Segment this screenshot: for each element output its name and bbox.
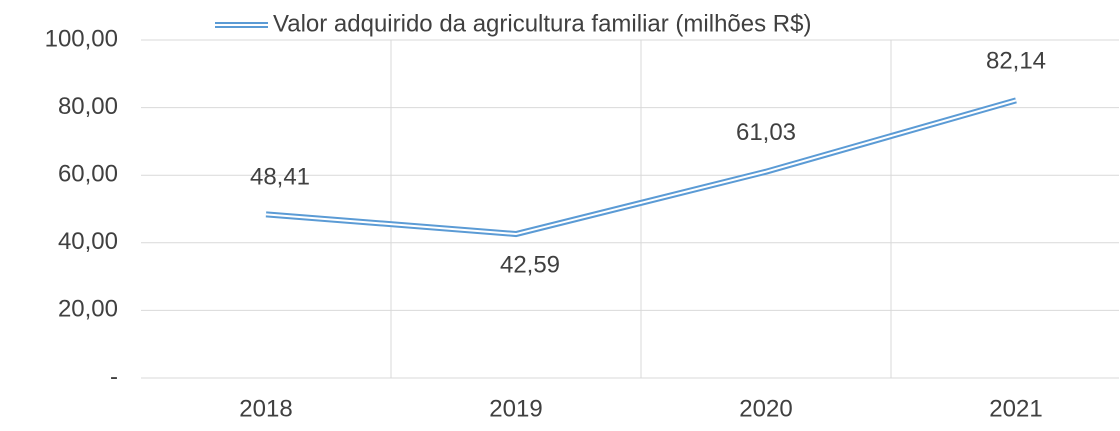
y-tick-label: 60,00	[58, 161, 118, 188]
x-tick-label: 2020	[739, 395, 792, 422]
y-tick-label: 20,00	[58, 296, 118, 323]
series-line-inner	[265, 99, 1017, 236]
y-tick-label: -	[110, 363, 118, 390]
y-tick-label: 80,00	[58, 93, 118, 120]
legend-label: Valor adquirido da agricultura familiar …	[273, 10, 811, 37]
data-label: 82,14	[986, 48, 1046, 75]
data-label: 61,03	[736, 119, 796, 146]
x-tick-label: 2019	[489, 395, 542, 422]
data-label: 48,41	[250, 164, 310, 191]
y-tick-label: 100,00	[45, 25, 118, 52]
x-tick-label: 2018	[239, 395, 292, 422]
data-label: 42,59	[500, 251, 560, 278]
x-tick-label: 2021	[989, 395, 1042, 422]
y-tick-label: 40,00	[58, 228, 118, 255]
